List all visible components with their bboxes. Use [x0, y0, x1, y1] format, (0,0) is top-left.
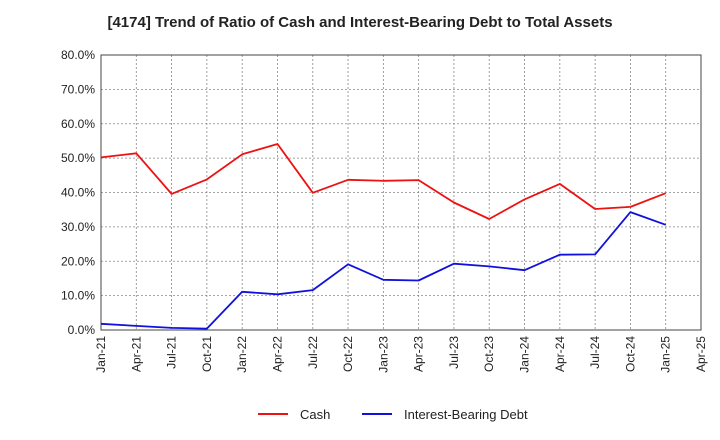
- x-tick-label: Jan-22: [235, 336, 249, 373]
- legend-label-interest-bearing-debt: Interest-Bearing Debt: [404, 407, 528, 422]
- x-tick-label: Apr-24: [553, 336, 567, 372]
- y-tick-label: 50.0%: [61, 151, 95, 165]
- series-line-cash: [100, 143, 667, 220]
- x-tick-label: Oct-23: [482, 336, 496, 372]
- x-tick-label: Jan-21: [94, 336, 108, 373]
- chart-title: [4174] Trend of Ratio of Cash and Intere…: [107, 14, 613, 31]
- x-tick-label: Jan-25: [659, 336, 673, 373]
- x-tick-label: Apr-25: [694, 336, 708, 372]
- series-lines: [100, 143, 667, 330]
- x-tick-label: Apr-22: [270, 336, 284, 372]
- y-tick-label: 20.0%: [61, 254, 95, 268]
- y-tick-label: 40.0%: [61, 186, 95, 200]
- x-tick-label: Jul-22: [306, 336, 320, 369]
- legend: Cash Interest-Bearing Debt: [258, 407, 528, 422]
- y-tick-label: 70.0%: [61, 82, 95, 96]
- legend-label-cash: Cash: [300, 407, 330, 422]
- y-tick-label: 80.0%: [61, 48, 95, 62]
- axes: 0.0% 10.0% 20.0% 30.0% 40.0% 50.0% 60.0% 70.0% 8…: [61, 48, 708, 373]
- grid-lines: [100, 54, 702, 331]
- y-tick-label: 60.0%: [61, 117, 95, 131]
- x-tick-label: Apr-23: [412, 336, 426, 372]
- plot-frame: [100, 54, 702, 331]
- y-tick-label: 0.0%: [68, 323, 96, 337]
- y-tick-label: 30.0%: [61, 220, 95, 234]
- x-tick-label: Oct-22: [341, 336, 355, 372]
- x-tick-label: Jul-21: [165, 336, 179, 369]
- x-tick-label: Oct-21: [200, 336, 214, 372]
- x-tick-label: Oct-24: [623, 336, 637, 372]
- x-tick-label: Jan-24: [518, 336, 532, 373]
- x-tick-label: Jul-24: [588, 336, 602, 369]
- y-tick-label: 10.0%: [61, 289, 95, 303]
- x-tick-label: Apr-21: [129, 336, 143, 372]
- x-tick-label: Jul-23: [447, 336, 461, 369]
- series-line-interest-bearing-debt: [100, 211, 667, 330]
- x-tick-label: Jan-23: [376, 336, 390, 373]
